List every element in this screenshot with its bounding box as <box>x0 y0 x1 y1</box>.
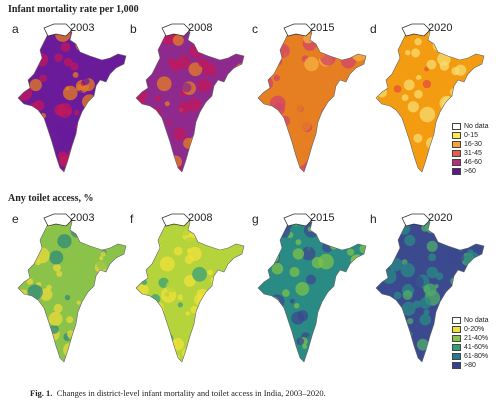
legend-label: 31-45 <box>464 150 482 157</box>
no-data-region <box>161 213 191 227</box>
legend-swatch <box>452 362 461 369</box>
map-panel-d: d 2020 <box>368 22 488 182</box>
legend-item: No data <box>452 122 489 131</box>
legend-label: 46-60 <box>464 159 482 166</box>
india-district-map <box>257 23 367 173</box>
legend-swatch <box>452 123 461 130</box>
india-district-map <box>375 23 485 173</box>
panel-year: 2020 <box>428 22 453 34</box>
legend-item: No data <box>452 316 489 325</box>
toilet-section-title: Any toilet access, % <box>8 193 94 204</box>
legend-label: No data <box>464 317 489 324</box>
india-district-map <box>135 213 245 363</box>
panel-year: 2003 <box>70 212 95 224</box>
legend-label: 0-20% <box>464 326 485 333</box>
country-fill <box>258 26 366 172</box>
legend-label: >80 <box>464 362 476 369</box>
map-legend: No data 0-15 16-30 31-45 46-60 >60 <box>452 122 489 176</box>
legend-label: 21-40% <box>464 335 489 342</box>
legend-item: 46-60 <box>452 158 489 167</box>
country-fill <box>258 216 366 362</box>
legend-swatch <box>452 344 461 351</box>
no-data-region <box>161 23 191 37</box>
legend-swatch <box>452 335 461 342</box>
no-data-region <box>283 23 313 37</box>
no-data-region <box>43 23 73 37</box>
map-legend: No data 0-20% 21-40% 41-60% 61-80% >80 <box>452 316 489 370</box>
india-district-map <box>375 213 485 363</box>
legend-swatch <box>452 326 461 333</box>
caption-label: Fig. 1. <box>30 388 53 398</box>
figure-caption: Fig. 1. Changes in district-level infant… <box>30 388 326 398</box>
imr-section-title: Infant mortality rate per 1,000 <box>8 4 139 15</box>
legend-label: >60 <box>464 168 476 175</box>
district-texture <box>136 216 244 362</box>
legend-swatch <box>452 353 461 360</box>
legend-swatch <box>452 132 461 139</box>
legend-label: 61-80% <box>464 353 489 360</box>
panel-letter: g <box>252 212 259 226</box>
legend-swatch <box>452 141 461 148</box>
legend-item: 0-20% <box>452 325 489 334</box>
legend-label: No data <box>464 123 489 130</box>
panel-year: 2003 <box>70 22 95 34</box>
panel-year: 2008 <box>188 22 213 34</box>
legend-item: 31-45 <box>452 149 489 158</box>
country-fill <box>376 26 484 172</box>
legend-swatch <box>452 159 461 166</box>
india-district-map <box>257 213 367 363</box>
caption-text: Changes in district-level infant mortali… <box>56 388 326 398</box>
map-panel-f: f 2008 <box>128 212 248 372</box>
panel-year: 2015 <box>310 212 335 224</box>
legend-item: 0-15 <box>452 131 489 140</box>
map-panel-h: h 2020 <box>368 212 488 372</box>
legend-item: 41-60% <box>452 343 489 352</box>
india-district-map <box>17 23 127 173</box>
country-fill <box>136 26 244 172</box>
legend-label: 0-15 <box>464 132 479 139</box>
panel-letter: c <box>252 22 258 36</box>
no-data-region <box>401 213 431 227</box>
legend-swatch <box>452 317 461 324</box>
no-data-region <box>401 23 431 37</box>
panel-letter: a <box>12 22 19 36</box>
legend-item: 16-30 <box>452 140 489 149</box>
no-data-region <box>43 213 73 227</box>
map-panel-g: g 2015 <box>250 212 370 372</box>
legend-swatch <box>452 168 461 175</box>
no-data-region <box>283 213 313 227</box>
panel-year: 2008 <box>188 212 213 224</box>
legend-item: >80 <box>452 361 489 370</box>
panel-year: 2020 <box>428 212 453 224</box>
india-district-map <box>135 23 245 173</box>
india-district-map <box>17 213 127 363</box>
legend-item: 61-80% <box>452 352 489 361</box>
panel-letter: f <box>130 212 134 226</box>
map-panel-c: c 2015 <box>250 22 370 182</box>
map-panel-e: e 2003 <box>10 212 130 372</box>
panel-letter: b <box>130 22 137 36</box>
legend-label: 41-60% <box>464 344 489 351</box>
legend-label: 16-30 <box>464 141 482 148</box>
map-panel-b: b 2008 <box>128 22 248 182</box>
map-panel-a: a 2003 <box>10 22 130 182</box>
legend-swatch <box>452 150 461 157</box>
panel-letter: d <box>370 22 377 36</box>
panel-year: 2015 <box>310 22 335 34</box>
panel-letter: e <box>12 212 19 226</box>
legend-item: >60 <box>452 167 489 176</box>
legend-item: 21-40% <box>452 334 489 343</box>
panel-letter: h <box>370 212 377 226</box>
